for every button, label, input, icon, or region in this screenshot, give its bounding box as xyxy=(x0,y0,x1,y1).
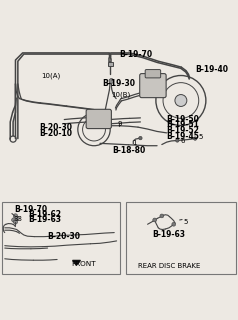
Circle shape xyxy=(176,139,179,142)
Text: 1: 1 xyxy=(132,140,137,146)
Text: B-20-10: B-20-10 xyxy=(39,129,72,138)
Text: B-19-30: B-19-30 xyxy=(102,79,135,88)
Circle shape xyxy=(139,136,142,140)
Circle shape xyxy=(175,94,187,107)
Text: 5: 5 xyxy=(199,134,203,140)
Bar xyxy=(126,202,236,274)
Text: B-19-63: B-19-63 xyxy=(152,230,185,239)
Text: B-19-70: B-19-70 xyxy=(14,205,47,214)
Circle shape xyxy=(160,214,164,218)
Text: B-19-63: B-19-63 xyxy=(29,214,62,224)
Bar xyxy=(2,202,120,274)
Text: B-20-30: B-20-30 xyxy=(39,123,72,132)
Bar xyxy=(108,62,113,66)
Circle shape xyxy=(12,218,16,222)
FancyBboxPatch shape xyxy=(86,109,111,129)
Text: 10(B): 10(B) xyxy=(111,91,131,98)
Text: FRONT: FRONT xyxy=(71,261,96,267)
Text: 10(A): 10(A) xyxy=(42,72,61,79)
Text: B-19-40: B-19-40 xyxy=(195,65,228,74)
Circle shape xyxy=(153,218,157,222)
FancyBboxPatch shape xyxy=(145,69,161,78)
FancyBboxPatch shape xyxy=(140,74,166,98)
Text: B-18-80: B-18-80 xyxy=(112,146,145,155)
Text: REAR DISC BRAKE: REAR DISC BRAKE xyxy=(138,263,200,269)
Text: 6: 6 xyxy=(181,139,185,144)
Text: B-19-62: B-19-62 xyxy=(29,210,62,219)
Text: 33: 33 xyxy=(14,216,23,222)
Circle shape xyxy=(13,220,18,224)
Text: B-19-51: B-19-51 xyxy=(167,120,199,129)
Text: B-20-30: B-20-30 xyxy=(48,232,81,241)
Circle shape xyxy=(15,216,19,220)
Text: B-19-52: B-19-52 xyxy=(167,126,199,135)
Text: B-19-45: B-19-45 xyxy=(167,132,199,141)
Circle shape xyxy=(193,137,197,140)
Circle shape xyxy=(172,222,176,226)
Circle shape xyxy=(13,214,18,218)
Text: 9: 9 xyxy=(118,121,122,127)
Text: B-19-70: B-19-70 xyxy=(119,50,152,59)
Text: B-19-50: B-19-50 xyxy=(167,115,199,124)
Text: 5: 5 xyxy=(183,219,188,225)
Circle shape xyxy=(109,79,114,84)
Polygon shape xyxy=(73,260,80,265)
